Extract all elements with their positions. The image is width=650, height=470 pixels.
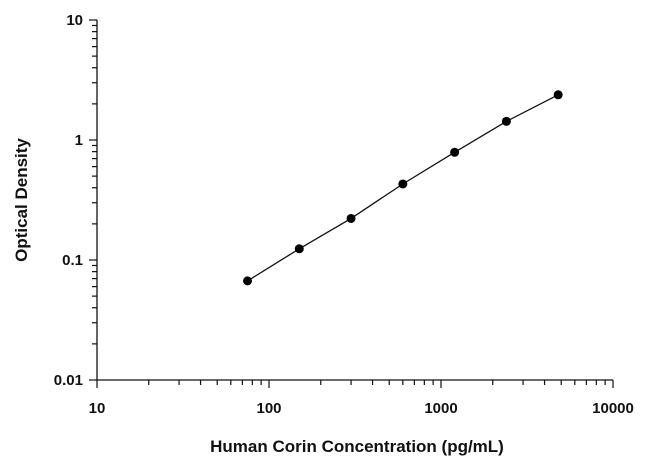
x-tick-label: 100 [256, 400, 281, 417]
x-tick-label: 10 [89, 400, 106, 417]
data-point [294, 244, 304, 254]
x-tick-label: 10000 [592, 400, 634, 417]
x-axis-title: Human Corin Concentration (pg/mL) [210, 437, 504, 456]
data-point [243, 276, 253, 286]
y-tick-label: 1 [75, 132, 83, 149]
tick-labels: 10 100 1000 10000 0.01 0.1 1 10 [54, 12, 634, 417]
data-point [450, 147, 460, 157]
y-tick-label: 0.1 [62, 252, 83, 269]
y-tick-label: 0.01 [54, 372, 83, 389]
x-tick-label: 1000 [424, 400, 457, 417]
axis-ticks [89, 19, 614, 388]
data-point [501, 116, 511, 126]
data-point [346, 213, 356, 223]
data-point [398, 179, 408, 189]
axes [96, 20, 613, 381]
y-tick-label: 10 [66, 12, 83, 29]
data-points [243, 90, 563, 286]
data-point [553, 90, 563, 100]
y-axis-title: Optical Density [12, 138, 31, 262]
